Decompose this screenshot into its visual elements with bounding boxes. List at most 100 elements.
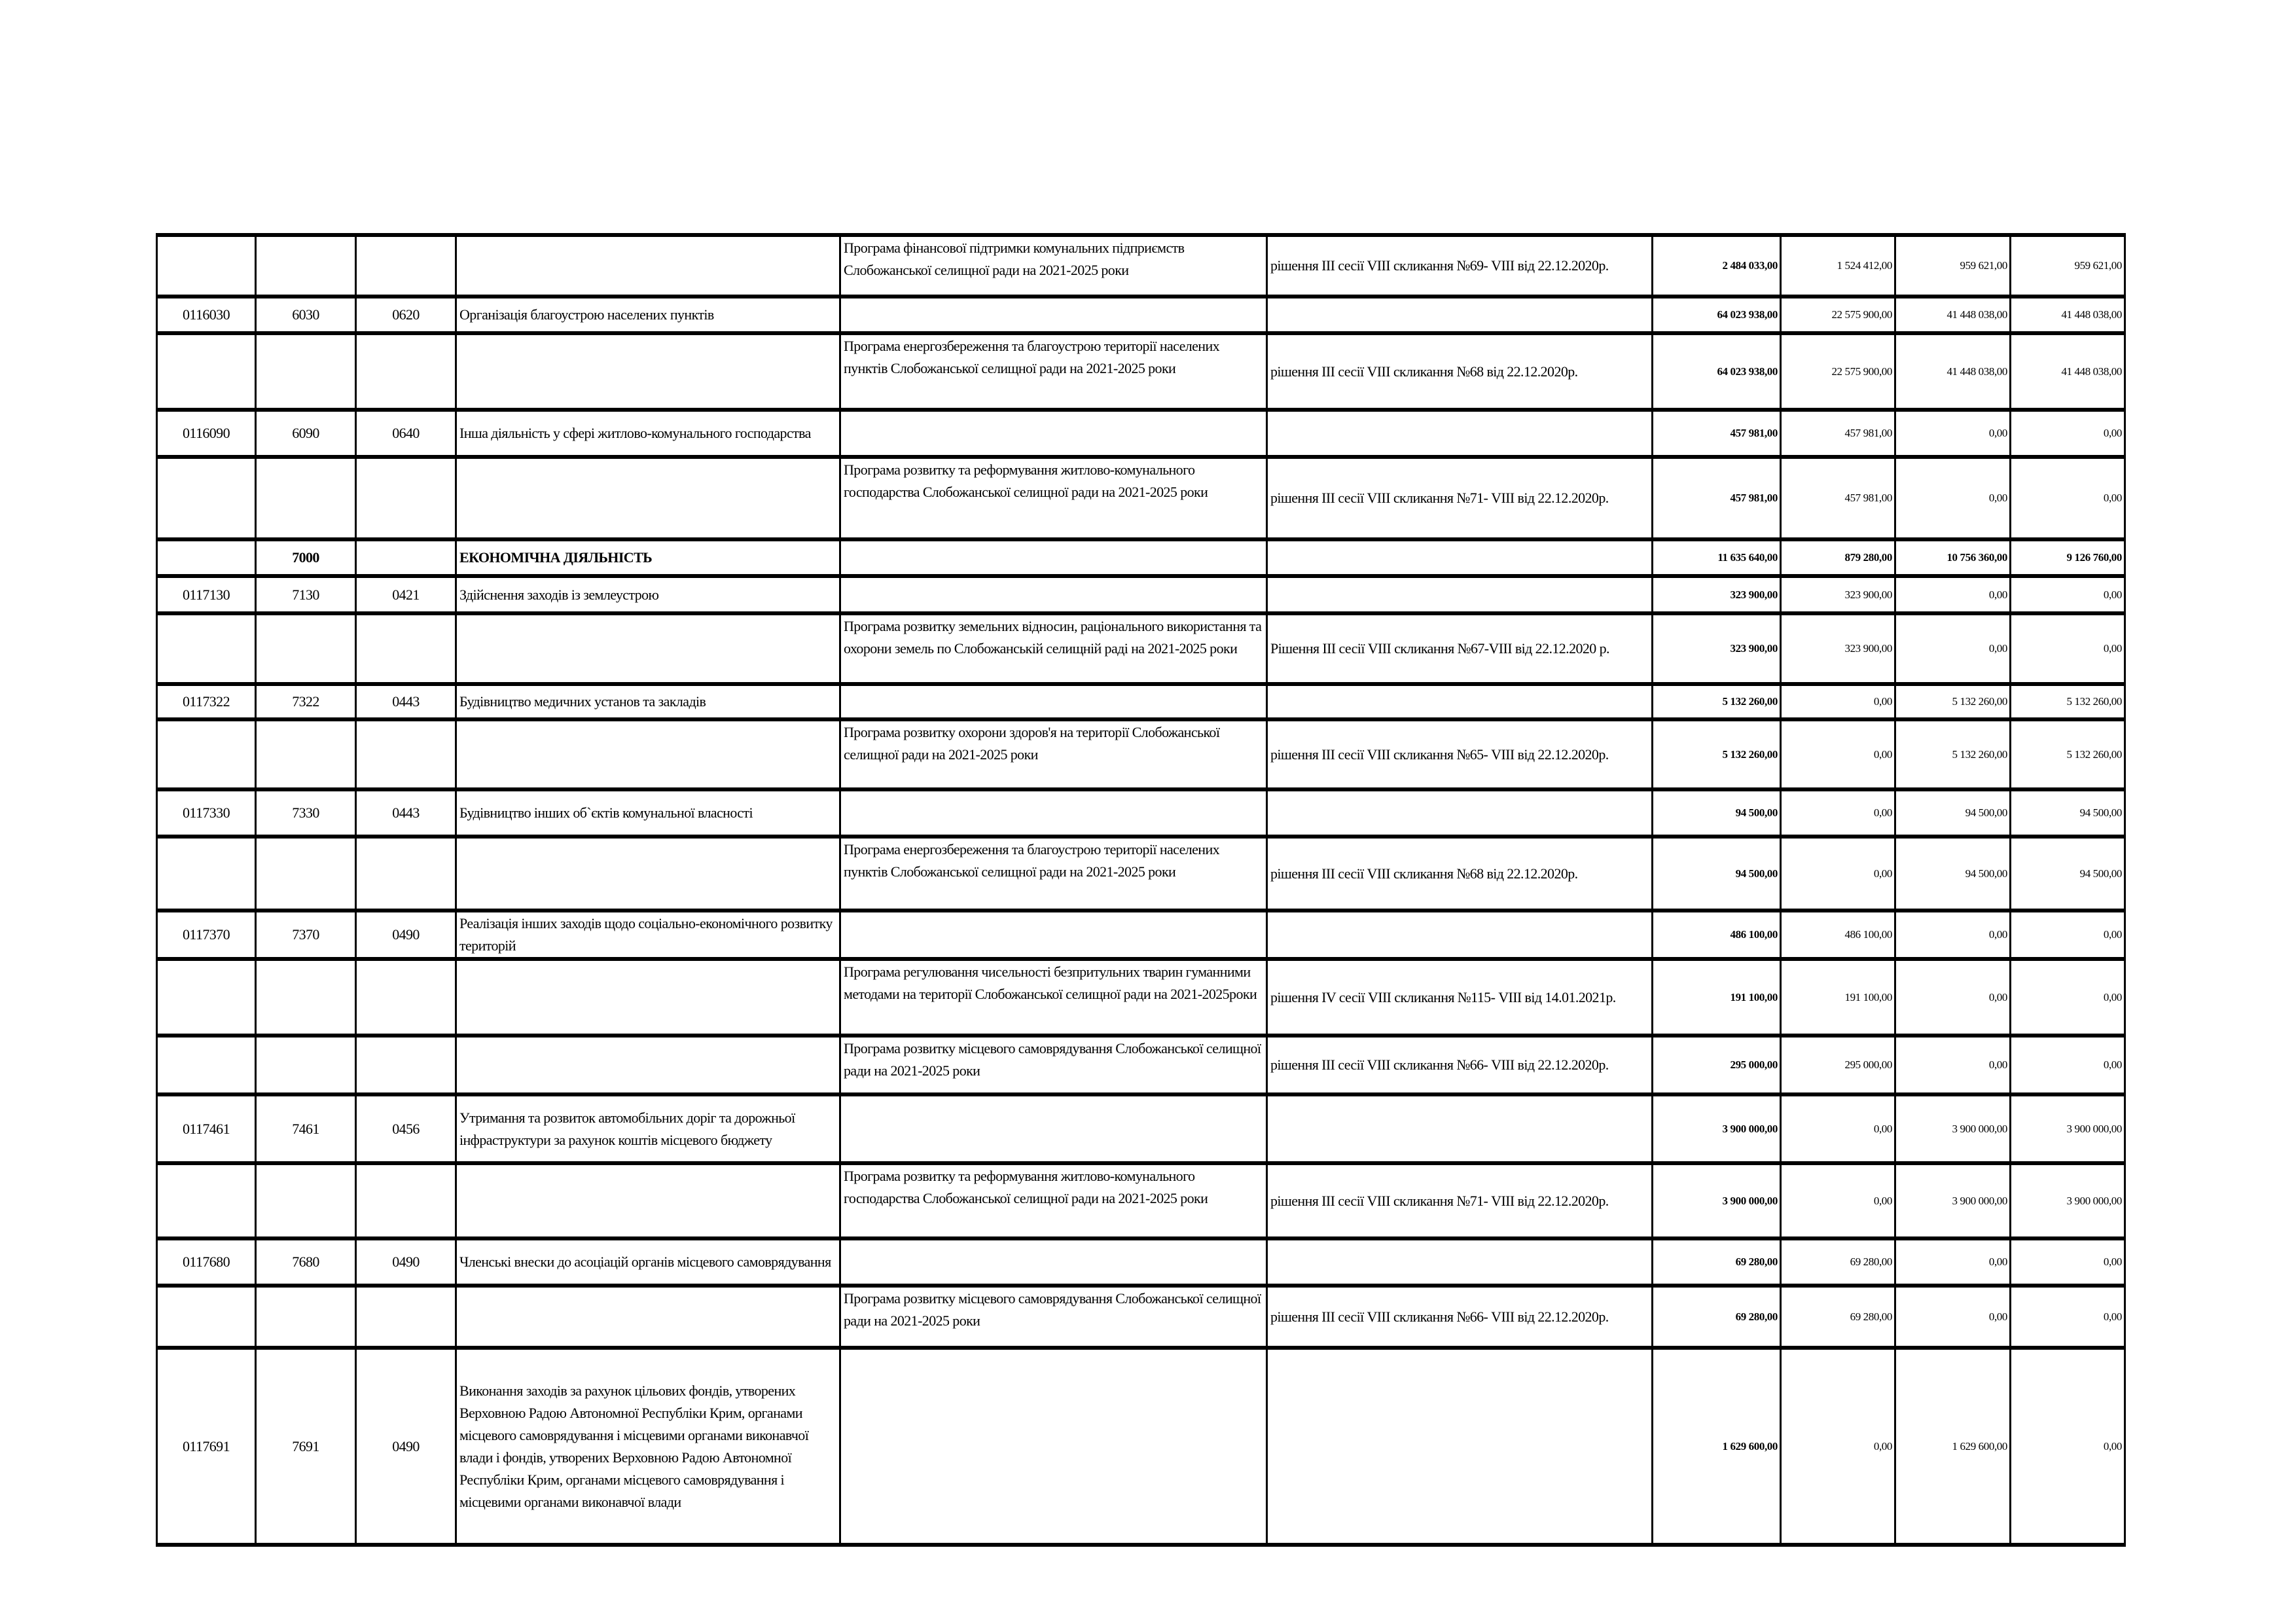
target-program-cell [839,682,1268,721]
amount-special-fund-cell: 0,00 [1894,1236,2011,1288]
amount-general-fund-cell: 323 900,00 [1780,611,1896,686]
code-tpkvk-cell [255,835,357,912]
program-name-cell: Здійснення заходів із землеустрою [455,574,841,615]
code-tpkvk-cell [255,331,357,412]
amount-development-budget-cell: 9 126 760,00 [2009,537,2126,578]
code-kfkvk-cell: 0443 [355,682,457,721]
amount-development-budget-cell: 0,00 [2009,408,2126,459]
code-tpkvk-cell [255,611,357,686]
code-kfkvk-cell: 0456 [355,1092,457,1165]
code-kfkvk-cell: 0490 [355,1346,457,1547]
amount-development-budget-cell: 0,00 [2009,455,2126,541]
table-row: Програма розвитку та реформування житлов… [156,1161,2126,1240]
amount-total-cell: 3 900 000,00 [1651,1161,1782,1240]
table-row: Програма енергозбереження та благоустрою… [156,835,2126,912]
code-kpkvk-cell: 0117130 [156,574,257,615]
amount-special-fund-cell: 0,00 [1894,611,2011,686]
amount-development-budget-cell: 5 132 260,00 [2009,682,2126,721]
code-kfkvk-cell [355,1284,457,1350]
code-kpkvk-cell: 0117330 [156,787,257,839]
amount-development-budget-cell: 0,00 [2009,611,2126,686]
decision-ref-cell [1266,408,1653,459]
amount-development-budget-cell: 0,00 [2009,957,2126,1038]
amount-special-fund-cell: 10 756 360,00 [1894,537,2011,578]
target-program-cell [839,537,1268,578]
code-tpkvk-cell [255,957,357,1038]
code-kpkvk-cell: 0117461 [156,1092,257,1165]
program-name-cell: Членські внески до асоціацій органів міс… [455,1236,841,1288]
table-row: 0116030 6030 0620 Організація благоустрою н… [156,295,2126,335]
amount-general-fund-cell: 22 575 900,00 [1780,331,1896,412]
target-program-cell: Програма фінансової підтримки комунальни… [839,233,1268,298]
code-kfkvk-cell [355,455,457,541]
code-kpkvk-cell: 0116030 [156,295,257,335]
amount-total-cell: 457 981,00 [1651,408,1782,459]
code-tpkvk-cell: 7322 [255,682,357,721]
code-kpkvk-cell [156,957,257,1038]
target-program-cell: Програма розвитку земельних відносин, ра… [839,611,1268,686]
amount-development-budget-cell: 3 900 000,00 [2009,1092,2126,1165]
amount-general-fund-cell: 0,00 [1780,1346,1896,1547]
target-program-cell: Програма енергозбереження та благоустрою… [839,835,1268,912]
amount-total-cell: 2 484 033,00 [1651,233,1782,298]
amount-special-fund-cell: 5 132 260,00 [1894,682,2011,721]
amount-total-cell: 295 000,00 [1651,1034,1782,1096]
amount-general-fund-cell: 69 280,00 [1780,1284,1896,1350]
amount-special-fund-cell: 94 500,00 [1894,835,2011,912]
budget-programs-table: Програма фінансової підтримки комунальни… [156,233,2126,1547]
amount-total-cell: 69 280,00 [1651,1236,1782,1288]
code-kfkvk-cell [355,957,457,1038]
program-name-cell [455,835,841,912]
table-row: Програма розвитку охорони здоров'я на те… [156,717,2126,791]
amount-special-fund-cell: 0,00 [1894,408,2011,459]
table-row: Програма розвитку місцевого самоврядуван… [156,1284,2126,1350]
amount-development-budget-cell: 94 500,00 [2009,835,2126,912]
table-row: 7000 ЕКОНОМІЧНА ДІЯЛЬНІСТЬ 11 635 640,00 87… [156,537,2126,578]
code-kfkvk-cell [355,611,457,686]
program-name-cell: Реалізація інших заходів щодо соціально-… [455,909,841,961]
target-program-cell [839,408,1268,459]
code-tpkvk-cell: 7330 [255,787,357,839]
amount-development-budget-cell: 3 900 000,00 [2009,1161,2126,1240]
decision-ref-cell: рішення ІІІ сесії VIII скликання №71- VI… [1266,455,1653,541]
target-program-cell [839,787,1268,839]
table-row: 0117322 7322 0443 Будівництво медичних уста… [156,682,2126,721]
code-kfkvk-cell: 0640 [355,408,457,459]
amount-special-fund-cell: 0,00 [1894,574,2011,615]
amount-general-fund-cell: 0,00 [1780,717,1896,791]
code-kfkvk-cell: 0443 [355,787,457,839]
target-program-cell: Програма розвитку охорони здоров'я на те… [839,717,1268,791]
amount-special-fund-cell: 0,00 [1894,1034,2011,1096]
decision-ref-cell [1266,787,1653,839]
amount-development-budget-cell: 94 500,00 [2009,787,2126,839]
code-kfkvk-cell [355,331,457,412]
amount-total-cell: 191 100,00 [1651,957,1782,1038]
program-name-cell [455,1284,841,1350]
target-program-cell: Програма розвитку та реформування житлов… [839,1161,1268,1240]
code-tpkvk-cell: 6090 [255,408,357,459]
code-tpkvk-cell [255,1161,357,1240]
decision-ref-cell [1266,909,1653,961]
amount-development-budget-cell: 0,00 [2009,909,2126,961]
amount-development-budget-cell: 41 448 038,00 [2009,331,2126,412]
amount-general-fund-cell: 879 280,00 [1780,537,1896,578]
program-name-cell [455,1161,841,1240]
program-name-cell [455,717,841,791]
decision-ref-cell: рішення IV сесії VIII скликання №115- VI… [1266,957,1653,1038]
program-name-cell: Організація благоустрою населених пункті… [455,295,841,335]
target-program-cell: Програма розвитку місцевого самоврядуван… [839,1034,1268,1096]
code-kpkvk-cell [156,835,257,912]
code-kfkvk-cell [355,537,457,578]
amount-total-cell: 457 981,00 [1651,455,1782,541]
table-row: 0117330 7330 0443 Будівництво інших об`єкті… [156,787,2126,839]
amount-development-budget-cell: 41 448 038,00 [2009,295,2126,335]
code-tpkvk-cell [255,455,357,541]
target-program-cell: Програма розвитку та реформування житлов… [839,455,1268,541]
table-row: 0117680 7680 0490 Членські внески до асоціа… [156,1236,2126,1288]
program-name-cell [455,957,841,1038]
code-kpkvk-cell: 0117680 [156,1236,257,1288]
decision-ref-cell: рішення ІІІ сесії VIII скликання №71- VI… [1266,1161,1653,1240]
program-name-cell: Утримання та розвиток автомобільних дорі… [455,1092,841,1165]
target-program-cell [839,1346,1268,1547]
decision-ref-cell: рішення ІІІ сесії VIII скликання №68 від… [1266,835,1653,912]
